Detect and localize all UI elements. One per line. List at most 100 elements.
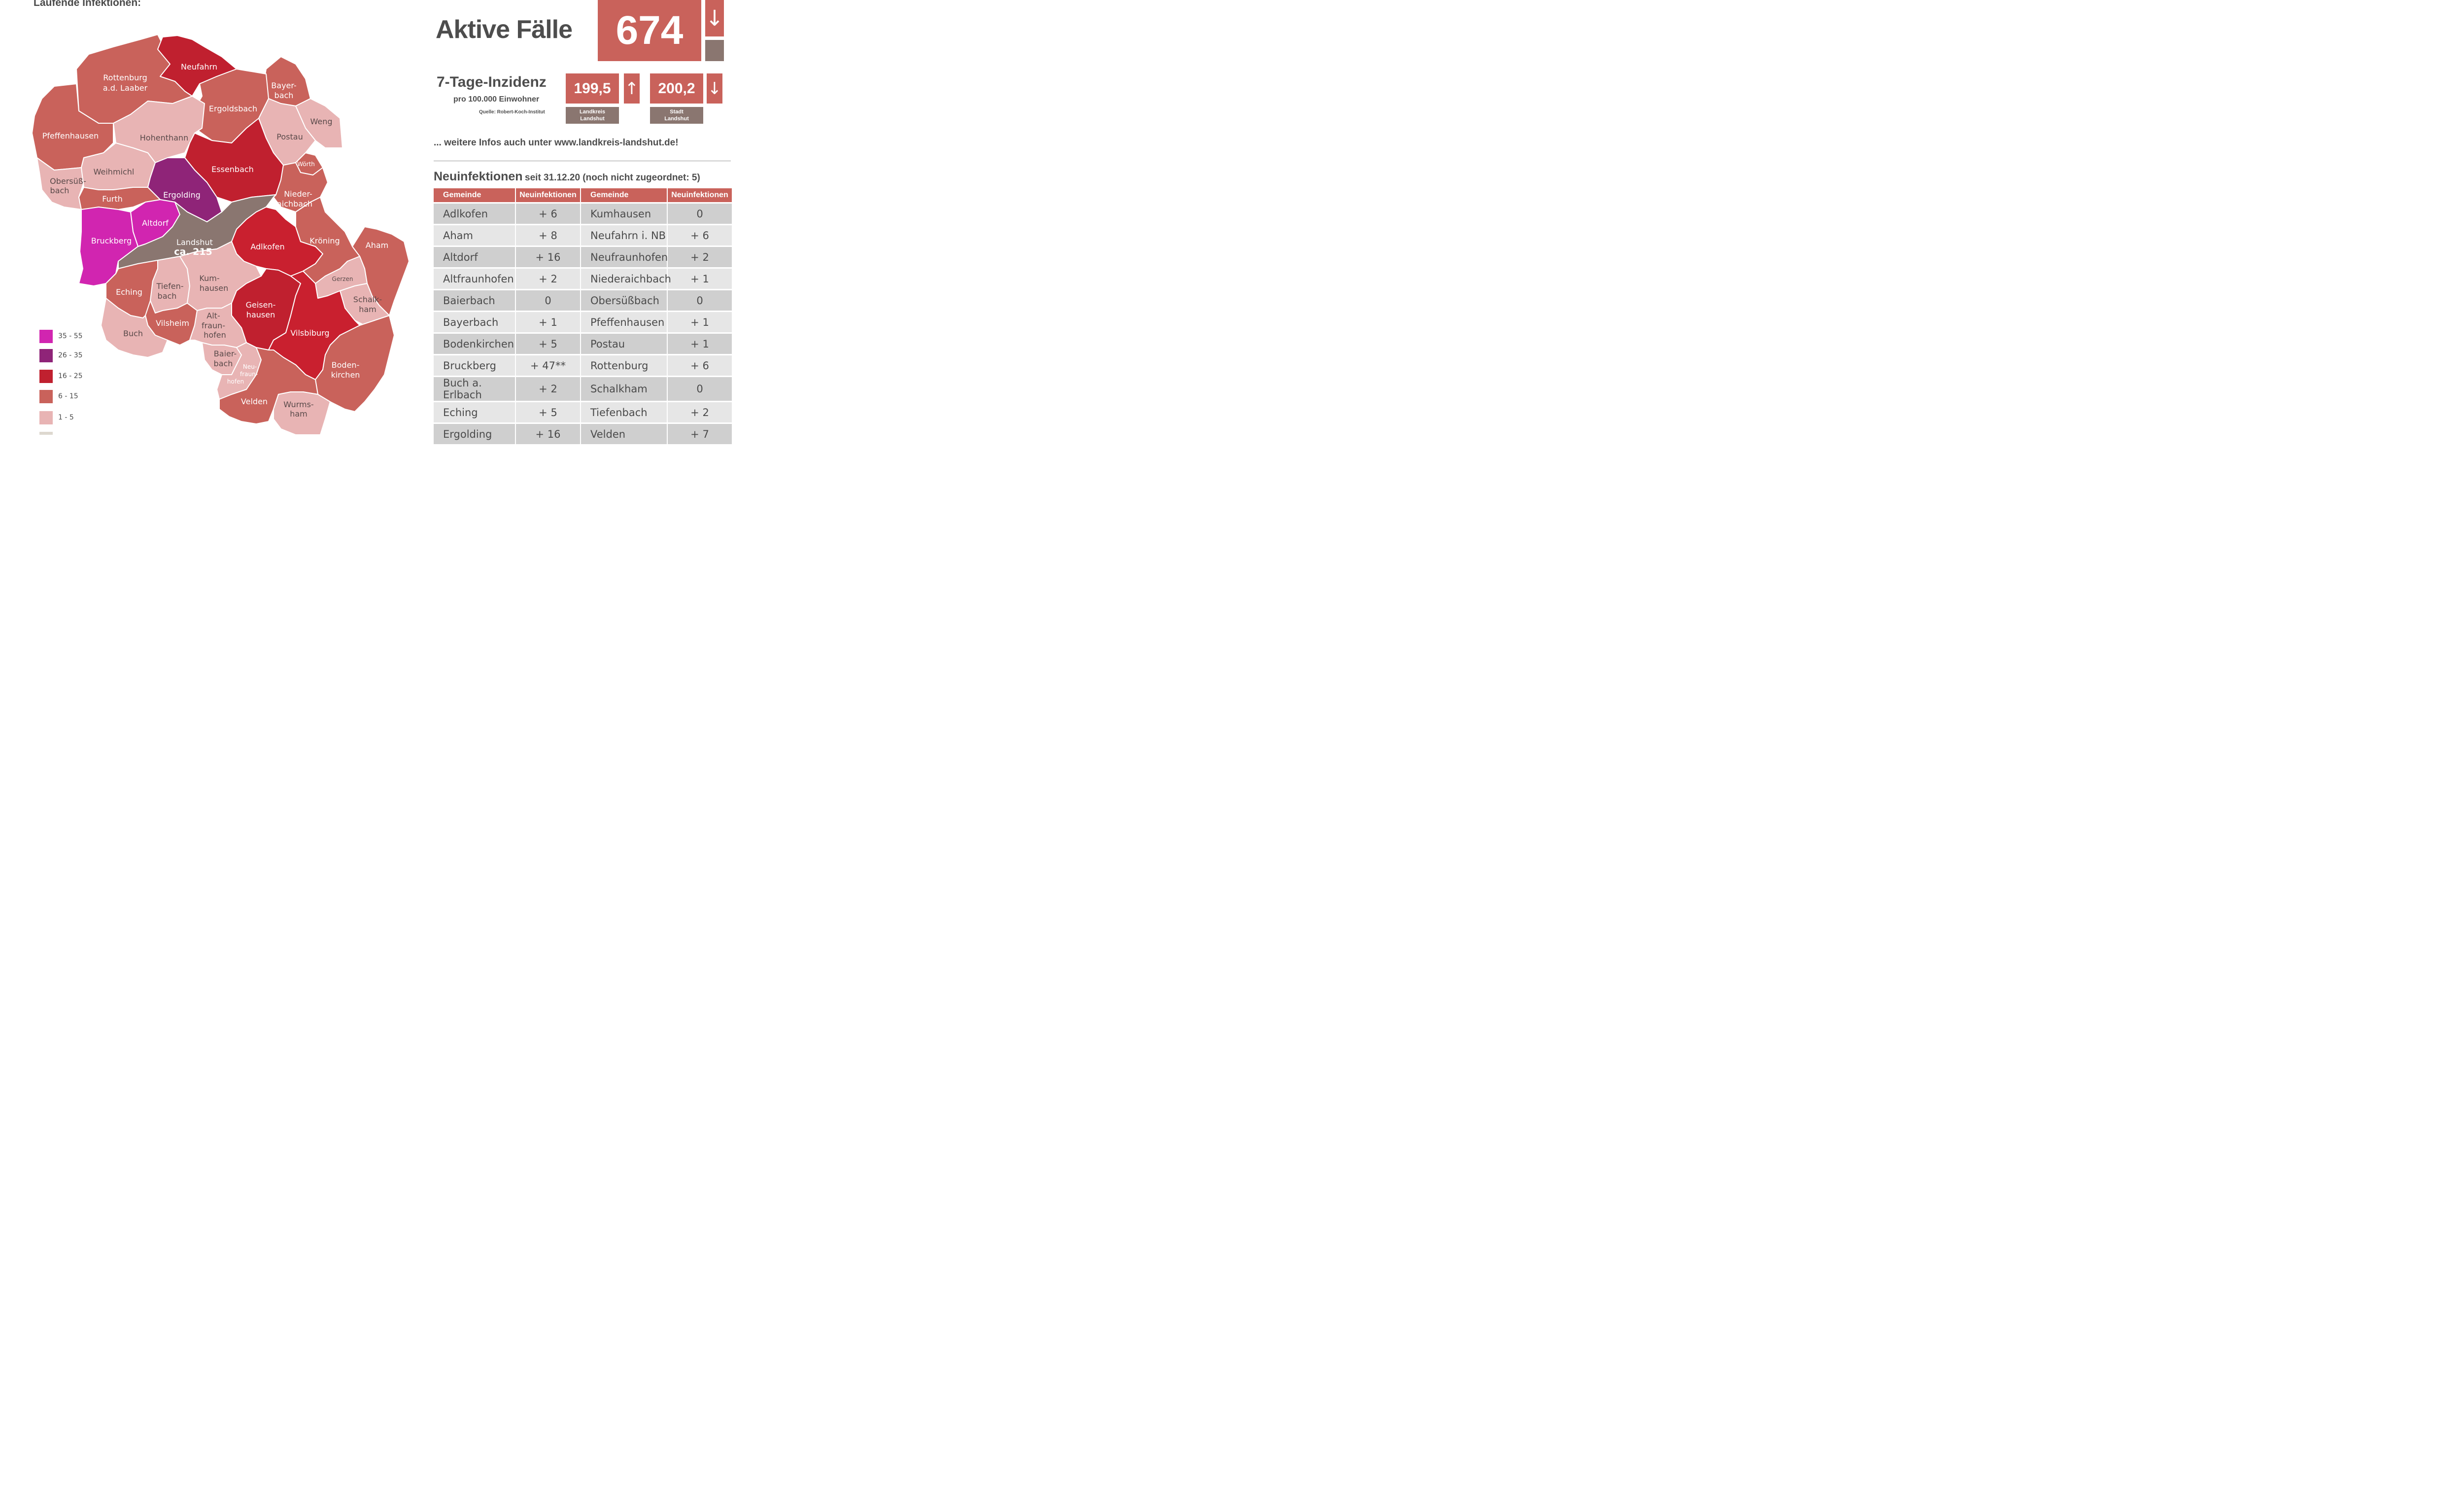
active-cases-label: Aktive Fälle bbox=[436, 15, 573, 44]
gemeinde-cell: Neufraunhofen bbox=[581, 245, 668, 267]
gemeinde-cell: Aham bbox=[434, 224, 516, 245]
label-hohenthann: Hohenthann bbox=[140, 133, 188, 142]
label-neufraunhofen-3: hofen bbox=[227, 378, 244, 385]
incidence-landkreis-caption: Landkreis Landshut bbox=[566, 107, 619, 124]
gemeinde-cell: Buch a. Erlbach bbox=[434, 376, 516, 401]
gemeinde-cell: Neufahrn i. NB bbox=[581, 224, 668, 245]
new-infections-subtitle: seit 31.12.20 (noch nicht zugeordnet: 5) bbox=[525, 173, 700, 183]
arrow-up-icon: ↑ bbox=[624, 73, 640, 104]
incidence-source: Quelle: Robert-Koch-Institut bbox=[479, 109, 545, 115]
label-landshut-1: Landshut bbox=[176, 238, 213, 247]
region-wurmsham[interactable] bbox=[273, 391, 331, 435]
gemeinde-cell: Schalkham bbox=[581, 376, 668, 401]
neuinfektionen-cell: + 16 bbox=[516, 422, 581, 444]
legend-label: 1 - 5 bbox=[58, 414, 74, 421]
gemeinde-cell: Bruckberg bbox=[434, 354, 516, 376]
incidence-subtitle: pro 100.000 Einwohner bbox=[453, 95, 540, 104]
label-velden: Velden bbox=[241, 397, 268, 406]
gemeinde-cell: Kumhausen bbox=[581, 202, 668, 224]
gemeinde-cell: Bodenkirchen bbox=[434, 332, 516, 354]
neuinfektionen-cell: 0 bbox=[668, 289, 733, 311]
label-adlkofen: Adlkofen bbox=[250, 242, 284, 251]
neuinfektionen-cell: + 6 bbox=[668, 354, 733, 376]
table-row: Bruckberg + 47** Rottenburg + 6 bbox=[434, 354, 733, 376]
legend-item: 26 - 35 bbox=[39, 349, 83, 362]
label-neufahrn: Neufahrn bbox=[181, 62, 217, 71]
label-kumhausen-1: Kum- bbox=[199, 274, 219, 283]
incidence-landkreis-value: 199,5 bbox=[566, 73, 619, 104]
label-geisenhausen-2: hausen bbox=[246, 310, 275, 319]
label-kumhausen-2: hausen bbox=[200, 283, 228, 293]
label-furth: Furth bbox=[102, 194, 122, 204]
table-row: Ergolding + 16 Velden + 7 bbox=[434, 422, 733, 444]
caption-line: Landshut bbox=[664, 116, 689, 122]
legend-swatch bbox=[39, 411, 53, 424]
new-infections-heading: Neuinfektionen seit 31.12.20 (noch nicht… bbox=[434, 170, 700, 184]
table-row: Adlkofen + 6 Kumhausen 0 bbox=[434, 202, 733, 224]
label-ergoldsbach: Ergoldsbach bbox=[209, 104, 257, 113]
incidence-title: 7-Tage-Inzidenz bbox=[437, 74, 547, 90]
label-weihmichl: Weihmichl bbox=[94, 167, 135, 176]
legend-item: 16 - 25 bbox=[39, 369, 83, 383]
label-niederaichbach-2: aichbach bbox=[277, 199, 312, 209]
active-cases-value: 674 bbox=[598, 0, 701, 61]
legend-item: 35 - 55 bbox=[39, 329, 83, 343]
label-tiefenbach-1: Tiefen- bbox=[156, 281, 184, 291]
more-info-link[interactable]: ... weitere Infos auch unter www.landkre… bbox=[434, 138, 679, 148]
incidence-stadt-value: 200,2 bbox=[650, 73, 703, 104]
region-bodenkirchen[interactable] bbox=[315, 315, 395, 412]
neuinfektionen-cell: + 6 bbox=[516, 202, 581, 224]
legend-swatch-partial bbox=[39, 432, 53, 435]
region-bruckberg[interactable] bbox=[78, 207, 138, 286]
label-obersuessbach-1: Obersüß- bbox=[50, 176, 86, 186]
label-weng: Weng bbox=[310, 117, 332, 126]
gemeinde-cell: Baierbach bbox=[434, 289, 516, 311]
caption-line: Landshut bbox=[580, 116, 605, 122]
label-tiefenbach-2: bach bbox=[158, 291, 177, 301]
new-infections-table: Gemeinde Neuinfektionen Gemeinde Neuinfe… bbox=[434, 188, 733, 444]
map-title: Laufende Infektionen: bbox=[34, 0, 141, 8]
neuinfektionen-cell: + 5 bbox=[516, 332, 581, 354]
label-bodenkirchen-2: kirchen bbox=[331, 370, 360, 380]
neuinfektionen-cell: + 2 bbox=[668, 401, 733, 422]
gemeinde-cell: Eching bbox=[434, 401, 516, 422]
table-row: Altdorf + 16 Neufraunhofen + 2 bbox=[434, 245, 733, 267]
label-ergolding: Ergolding bbox=[163, 190, 201, 200]
label-baierbach-2: bach bbox=[214, 359, 233, 368]
gemeinde-cell: Bayerbach bbox=[434, 311, 516, 332]
caption-line: Stadt bbox=[670, 109, 684, 115]
column-header: Neuinfektionen bbox=[668, 188, 733, 202]
legend-item: 6 - 15 bbox=[39, 389, 78, 403]
label-aham: Aham bbox=[366, 241, 388, 250]
label-altfraunhofen-2: fraun- bbox=[202, 321, 225, 330]
label-neufraunhofen-2: fraun- bbox=[240, 371, 258, 378]
label-gerzen: Gerzen bbox=[332, 276, 353, 282]
neuinfektionen-cell: + 2 bbox=[668, 245, 733, 267]
gemeinde-cell: Velden bbox=[581, 422, 668, 444]
incidence-stadt-caption: Stadt Landshut bbox=[650, 107, 703, 124]
neuinfektionen-cell: + 8 bbox=[516, 224, 581, 245]
label-bodenkirchen-1: Boden- bbox=[332, 360, 360, 370]
label-obersuessbach-2: bach bbox=[50, 186, 69, 195]
label-rottenburg-1: Rottenburg bbox=[103, 73, 147, 82]
map-labels: Neufahrn Rottenburg a.d. Laaber Bayer- b… bbox=[42, 62, 389, 419]
label-buch: Buch bbox=[123, 329, 143, 338]
gemeinde-cell: Altdorf bbox=[434, 245, 516, 267]
table-header-row: Gemeinde Neuinfektionen Gemeinde Neuinfe… bbox=[434, 188, 733, 202]
legend-item: 1 - 5 bbox=[39, 411, 74, 424]
region-buch[interactable] bbox=[101, 298, 168, 358]
legend-swatch bbox=[39, 349, 53, 362]
column-header: Gemeinde bbox=[434, 188, 516, 202]
legend-swatch bbox=[39, 389, 53, 403]
legend-label: 6 - 15 bbox=[58, 392, 78, 400]
gemeinde-cell: Altfraunhofen bbox=[434, 267, 516, 289]
label-vilsheim: Vilsheim bbox=[156, 318, 189, 328]
label-schalkham-2: ham bbox=[359, 305, 376, 314]
gemeinde-cell: Pfeffenhausen bbox=[581, 311, 668, 332]
gemeinde-cell: Ergolding bbox=[434, 422, 516, 444]
neuinfektionen-cell: + 16 bbox=[516, 245, 581, 267]
gemeinde-cell: Rottenburg bbox=[581, 354, 668, 376]
arrow-down-icon: ↓ bbox=[707, 73, 722, 104]
legend-label: 16 - 25 bbox=[58, 372, 83, 380]
neuinfektionen-cell: 0 bbox=[668, 202, 733, 224]
